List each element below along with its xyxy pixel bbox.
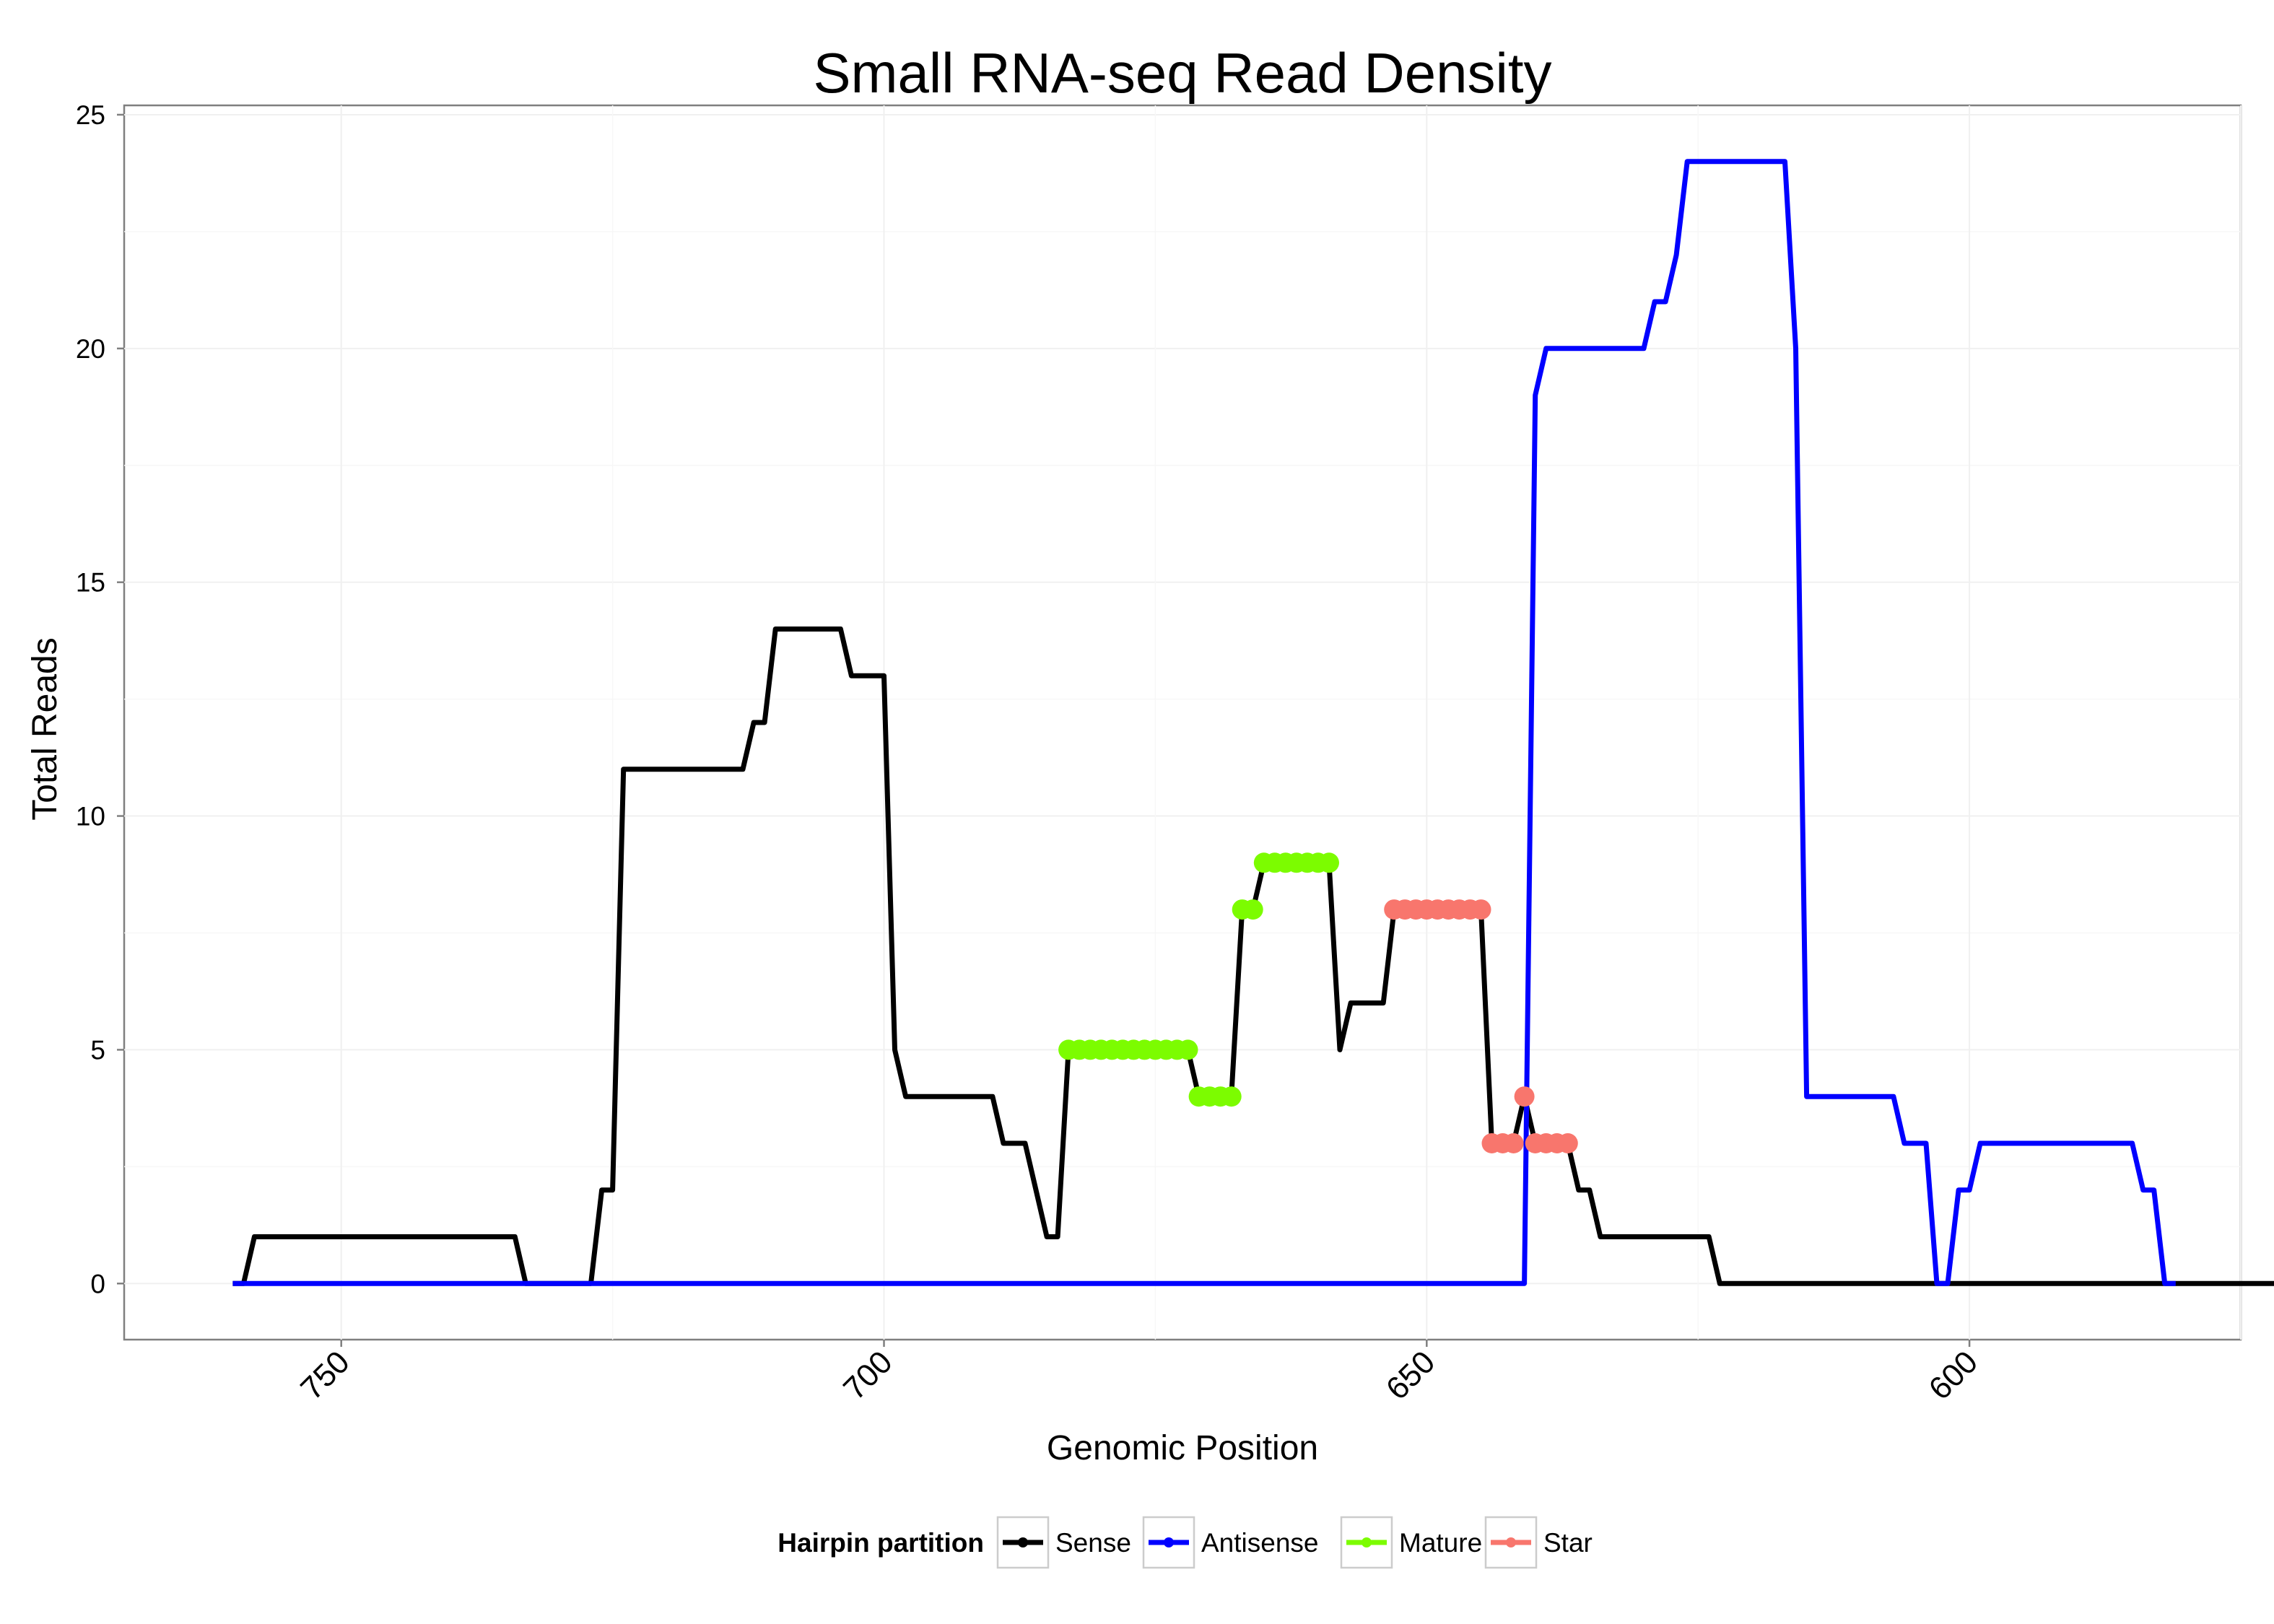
legend-label: Sense xyxy=(1055,1528,1131,1558)
mature-point xyxy=(1221,1086,1242,1107)
y-tick-label: 0 xyxy=(90,1269,105,1298)
legend-key-point xyxy=(1018,1537,1028,1547)
legend-key-point xyxy=(1164,1537,1174,1547)
star-point xyxy=(1557,1133,1578,1153)
x-tick-label: 600 xyxy=(1922,1344,1985,1407)
x-tick-label: 650 xyxy=(1380,1344,1442,1407)
y-tick-label: 5 xyxy=(90,1035,105,1065)
y-tick-label: 25 xyxy=(76,100,105,130)
legend-item-star: Star xyxy=(1484,1516,1593,1569)
y-tick-label: 10 xyxy=(76,802,105,831)
legend-key-point xyxy=(1362,1537,1372,1547)
legend-label: Mature xyxy=(1399,1528,1482,1558)
x-axis-label: Genomic Position xyxy=(1047,1429,1318,1467)
legend: Hairpin partition Sense Antisense Mature Sta… xyxy=(777,1516,1593,1569)
legend-label: Antisense xyxy=(1201,1528,1319,1558)
star-point xyxy=(1471,899,1491,920)
plot-panel xyxy=(123,104,2242,1341)
antisense-series-line xyxy=(232,159,2176,1286)
mature-point xyxy=(1177,1039,1198,1060)
legend-item-antisense: Antisense xyxy=(1142,1516,1319,1569)
x-tick-label: 750 xyxy=(294,1344,357,1407)
star-point xyxy=(1503,1133,1524,1153)
y-tick-label: 20 xyxy=(76,334,105,364)
legend-label: Star xyxy=(1543,1528,1593,1558)
x-tick-label: 700 xyxy=(837,1344,899,1407)
legend-title: Hairpin partition xyxy=(777,1528,984,1558)
y-tick-label: 15 xyxy=(76,568,105,598)
chart-title: Small RNA-seq Read Density xyxy=(813,41,1551,105)
legend-key-point xyxy=(1506,1537,1516,1547)
legend-item-sense: Sense xyxy=(996,1516,1131,1569)
y-axis-label: Total Reads xyxy=(26,637,64,820)
star-point xyxy=(1514,1086,1535,1107)
mature-point xyxy=(1319,852,1339,873)
mature-point xyxy=(1242,899,1263,920)
legend-item-mature: Mature xyxy=(1340,1516,1482,1569)
sense-series-line xyxy=(232,627,2274,1286)
